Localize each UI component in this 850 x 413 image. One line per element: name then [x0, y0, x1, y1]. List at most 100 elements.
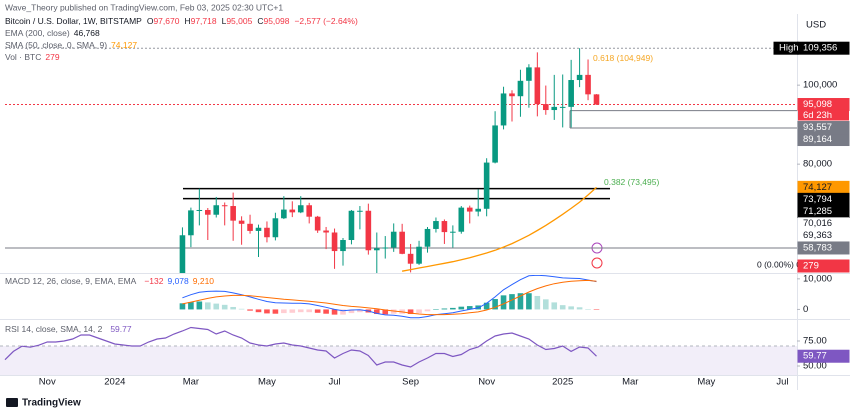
legend: MACD 12, 26, close, 9, EMA, EMA −132 9,078… — [5, 276, 214, 286]
candle-body — [475, 208, 481, 212]
macd-histogram-bar — [543, 299, 549, 310]
macd-histogram-bar — [374, 309, 380, 315]
indicator-line — [401, 186, 597, 272]
candle-body — [466, 207, 473, 212]
macd-histogram-bar — [509, 294, 515, 310]
candle-body — [593, 94, 600, 105]
macd-histogram-bar — [289, 309, 296, 313]
legend-name: Vol · BTC — [5, 52, 41, 62]
macd-histogram-bar — [526, 293, 532, 310]
x-tick-label: Sep — [402, 377, 419, 388]
legend-change: −2,577 (−2.64%) — [294, 16, 357, 26]
logo-text: TradingView — [22, 398, 81, 409]
price-tag — [773, 41, 799, 55]
candle-body — [568, 80, 574, 107]
price-tag-label: 279 — [803, 261, 819, 272]
macd-histogram-bar — [407, 309, 414, 315]
macd-histogram-bar — [450, 307, 456, 310]
price-tag — [797, 133, 850, 147]
price-tag-label: 93,557 — [803, 122, 832, 133]
currency: USD — [806, 20, 826, 31]
y-tick-label: 0 — [803, 304, 808, 315]
price-tag-label: 59.77 — [803, 351, 827, 362]
candle-body — [534, 67, 541, 105]
y-tick-label: 100,000 — [803, 80, 837, 91]
candle-body — [450, 231, 456, 233]
macd-pane — [179, 275, 600, 319]
candle-body — [205, 209, 211, 215]
legend-value: 9,078 — [167, 276, 189, 286]
price-tag-label: 109,356 — [803, 43, 837, 54]
candle-body — [297, 205, 304, 213]
macd-histogram-bar — [559, 305, 566, 310]
candle-body — [399, 231, 405, 254]
candle-body — [213, 205, 220, 215]
macd-histogram-bar — [255, 309, 262, 313]
price-tag-label: High — [779, 43, 799, 54]
legend: RSI 14, close, SMA, 14, 2 59.77 — [5, 324, 132, 334]
candle-body — [255, 227, 262, 231]
y-tick-label: 10,000 — [803, 273, 832, 284]
macd-histogram-bar — [458, 306, 465, 310]
candle-body — [416, 246, 422, 264]
macd-histogram-bar — [585, 309, 591, 310]
macd-histogram-bar — [576, 307, 583, 310]
price-tag — [798, 217, 849, 230]
price-tag — [797, 241, 850, 255]
event-icon — [591, 257, 603, 269]
annotation: 0 (0.00%) 0 — [757, 259, 801, 269]
macd-histogram-bar — [331, 309, 338, 315]
candle-body — [441, 221, 448, 233]
legend-name: EMA (200, close) — [5, 28, 70, 38]
x-tick-label: Nov — [39, 377, 56, 388]
candle-body — [188, 210, 194, 236]
candle-body — [407, 253, 414, 264]
signal-line — [182, 279, 597, 316]
candle-body — [365, 210, 372, 251]
published-note: Wave_Theory published on TradingView.com… — [5, 2, 283, 12]
candle-body — [323, 230, 329, 233]
macd-histogram-bar — [213, 303, 220, 310]
rsi-line — [4, 326, 597, 368]
candle-body — [492, 125, 498, 163]
candle-body — [247, 223, 253, 231]
macd-histogram-bar — [441, 308, 448, 310]
price-tag-label: 89,164 — [803, 134, 832, 145]
x-tick-label: Jul — [776, 377, 788, 388]
candle-body — [424, 228, 431, 247]
candle-body — [458, 207, 465, 232]
candle-body — [340, 240, 346, 252]
macd-histogram-bar — [433, 309, 439, 310]
legend-value: 279 — [45, 52, 59, 62]
candle-body — [576, 74, 583, 81]
candle-body — [314, 216, 321, 231]
macd-histogram-bar — [500, 295, 507, 310]
macd-histogram-bar — [205, 302, 211, 310]
price-tag — [798, 109, 849, 121]
macd-histogram-bar — [264, 309, 270, 314]
x-tick-label: May — [697, 377, 715, 388]
candle-body — [230, 206, 236, 221]
legend-value: 9,210 — [193, 276, 215, 286]
macd-histogram-bar — [306, 309, 312, 313]
macd-histogram-bar — [188, 302, 194, 310]
x-tick-label: Jul — [328, 377, 340, 388]
macd-histogram-bar — [534, 295, 541, 310]
x-tick-label: Mar — [622, 377, 638, 388]
legend: EMA (200, close) 46,768 — [5, 28, 100, 38]
y-tick-label: 75.00 — [803, 336, 827, 347]
price-tag-label: 73,794 — [803, 194, 832, 205]
candle-body — [238, 220, 245, 224]
macd-histogram-bar — [568, 306, 574, 310]
macd-histogram-bar — [551, 302, 558, 310]
rsi-pane — [0, 326, 797, 375]
y-tick-label: 50.00 — [803, 361, 827, 372]
legend-name: SMA (50, close, 0, SMA, 9) — [5, 40, 107, 50]
candle-body — [517, 80, 524, 97]
legend-title: Bitcoin / U.S. Dollar, 1W, BITSTAMP — [5, 16, 142, 26]
candle-body — [281, 209, 287, 219]
x-tick-label: 2025 — [552, 377, 573, 388]
legend-value: 97,670 — [153, 16, 179, 26]
